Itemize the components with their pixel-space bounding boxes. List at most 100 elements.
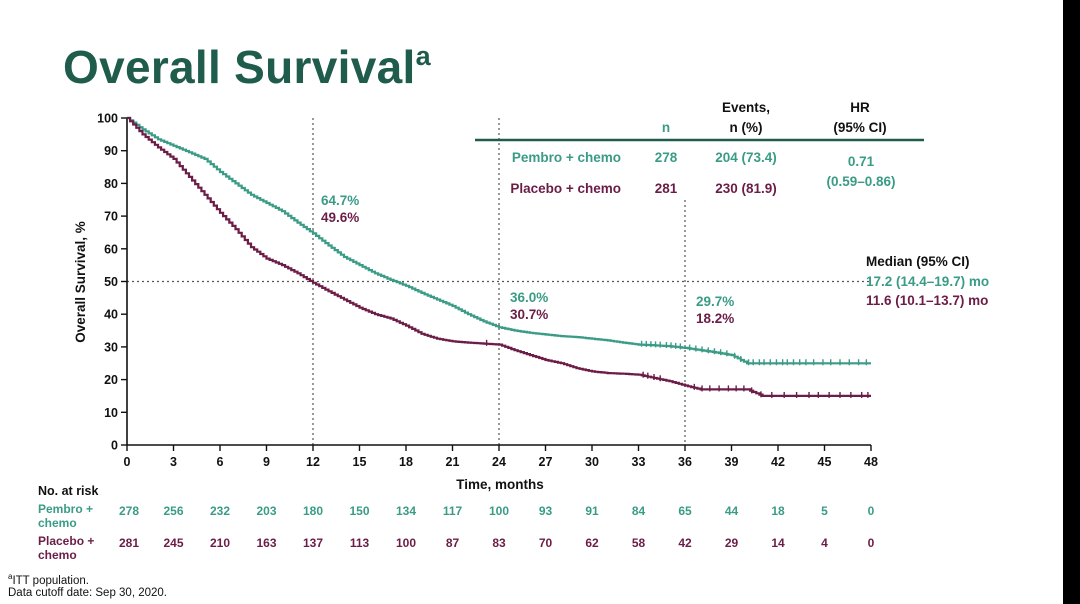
at-risk-pembro-39: 44 [725,504,739,518]
slide-title: Overall Survivala [63,40,431,93]
x-tick-label: 42 [771,455,785,469]
y-tick-label: 0 [111,439,118,453]
x-tick-label: 30 [585,455,599,469]
table-header-hr: HR [850,100,870,115]
at-risk-pembro-21: 117 [443,504,463,518]
x-tick-label: 15 [353,455,367,469]
at-risk-label-pembro: Pembro + [38,502,93,516]
at-risk-pembro-36: 65 [678,504,692,518]
at-risk-placebo-15: 113 [350,536,370,550]
footnote-marker: a [8,572,13,581]
at-risk-placebo-42: 14 [771,536,785,550]
y-tick-label: 100 [97,112,118,126]
at-risk-placebo-36: 42 [678,536,692,550]
at-risk-label-placebo-2: chemo [38,548,77,562]
at-risk-pembro-0: 278 [119,504,139,518]
title-superscript: a [415,40,431,71]
at-risk-placebo-3: 245 [163,536,183,550]
y-tick-label: 50 [104,275,118,289]
table-row-label-pembro: Pembro + chemo [512,150,621,165]
y-tick-label: 40 [104,308,118,322]
at-risk-pembro-48: 0 [868,504,875,518]
x-tick-label: 0 [124,455,131,469]
at-risk-pembro-3: 256 [163,504,183,518]
x-tick-label: 48 [864,455,878,469]
median-pembro: 17.2 (14.4–19.7) mo [866,274,989,289]
landmark-pembro-24: 36.0% [510,290,548,305]
at-risk-placebo-39: 29 [725,536,739,550]
at-risk-pembro-24: 100 [489,504,509,518]
at-risk-pembro-9: 203 [256,504,276,518]
median-heading: Median (95% CI) [866,254,970,269]
x-tick-label: 27 [539,455,553,469]
at-risk-label-placebo: Placebo + [38,534,94,548]
at-risk-placebo-18: 100 [396,536,416,550]
table-n-placebo: 281 [655,181,678,196]
at-risk-heading: No. at risk [38,484,98,498]
at-risk-placebo-0: 281 [119,536,139,550]
at-risk-placebo-30: 62 [585,536,599,550]
x-tick-label: 3 [170,455,177,469]
table-row-label-placebo: Placebo + chemo [510,181,621,196]
at-risk-pembro-18: 134 [396,504,416,518]
table-n-pembro: 278 [655,150,678,165]
at-risk-placebo-27: 70 [539,536,553,550]
x-tick-label: 36 [678,455,692,469]
black-border [1063,0,1080,604]
at-risk-placebo-33: 58 [632,536,646,550]
x-tick-label: 39 [725,455,739,469]
y-tick-label: 90 [104,144,118,158]
y-axis-label: Overall Survival, % [73,221,88,343]
at-risk-pembro-12: 180 [303,504,323,518]
x-tick-label: 12 [306,455,320,469]
y-tick-label: 30 [104,340,118,354]
table-events-pembro: 204 (73.4) [715,150,777,165]
x-tick-label: 33 [632,455,646,469]
x-tick-label: 21 [446,455,460,469]
at-risk-pembro-27: 93 [539,504,553,518]
x-axis-label: Time, months [456,477,544,492]
at-risk-pembro-42: 18 [771,504,785,518]
landmark-placebo-12: 49.6% [321,210,359,225]
x-tick-label: 9 [263,455,270,469]
y-tick-label: 20 [104,373,118,387]
x-tick-label: 45 [818,455,832,469]
at-risk-pembro-45: 5 [821,504,828,518]
table-header-n: n [662,120,670,135]
hazard-ratio-ci: (0.59–0.86) [826,174,895,189]
hazard-ratio: 0.71 [848,154,875,169]
at-risk-pembro-15: 150 [349,504,369,518]
x-tick-label: 18 [399,455,413,469]
y-tick-label: 70 [104,210,118,224]
placebo-survival-curve [127,116,871,397]
at-risk-pembro-33: 84 [632,504,646,518]
y-tick-label: 60 [104,242,118,256]
y-tick-label: 80 [104,177,118,191]
at-risk-placebo-45: 4 [821,536,828,550]
at-risk-label-pembro-2: chemo [38,516,77,530]
at-risk-placebo-12: 137 [303,536,323,550]
table-header-events-unit: n (%) [730,120,763,135]
footnote-cutoff: Data cutoff date: Sep 30, 2020. [8,587,167,599]
at-risk-placebo-48: 0 [868,536,875,550]
x-tick-label: 24 [492,455,506,469]
landmark-pembro-36: 29.7% [696,294,734,309]
landmark-pembro-12: 64.7% [321,193,359,208]
at-risk-pembro-30: 91 [585,504,599,518]
footnote-itt: aITT population. [8,572,89,587]
at-risk-placebo-24: 83 [492,536,506,550]
y-tick-label: 10 [104,406,118,420]
at-risk-placebo-6: 210 [210,536,230,550]
table-header-events: Events, [722,100,770,115]
x-tick-label: 6 [217,455,224,469]
landmark-placebo-24: 30.7% [510,307,548,322]
at-risk-placebo-21: 87 [446,536,460,550]
median-placebo: 11.6 (10.1–13.7) mo [866,293,988,308]
at-risk-placebo-9: 163 [256,536,276,550]
landmark-placebo-36: 18.2% [696,311,734,326]
table-header-hr-ci: (95% CI) [833,120,886,135]
at-risk-pembro-6: 232 [210,504,230,518]
table-events-placebo: 230 (81.9) [715,181,777,196]
